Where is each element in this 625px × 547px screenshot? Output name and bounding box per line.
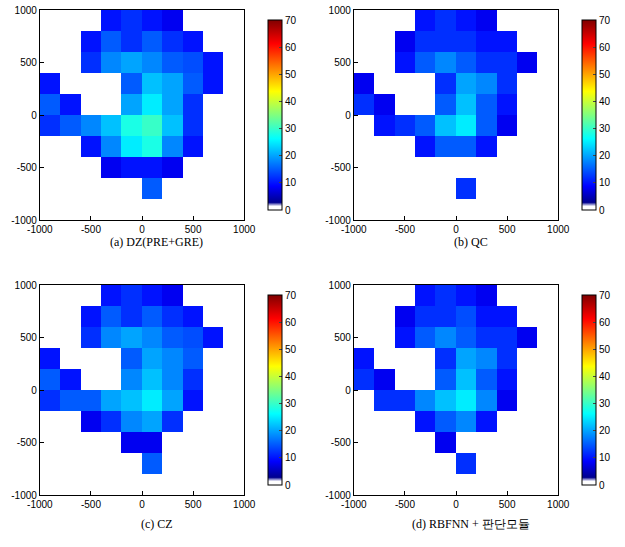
svg-text:500: 500 (499, 224, 516, 235)
svg-text:60: 60 (599, 42, 611, 53)
svg-text:40: 40 (599, 371, 611, 382)
svg-text:(a) DZ(PRE+GRE): (a) DZ(PRE+GRE) (110, 235, 203, 249)
svg-text:60: 60 (285, 42, 297, 53)
svg-text:20: 20 (599, 425, 611, 436)
svg-text:-1000: -1000 (11, 490, 37, 501)
svg-text:20: 20 (599, 150, 611, 161)
svg-text:500: 500 (185, 499, 202, 510)
svg-text:(b) QC: (b) QC (454, 235, 488, 249)
svg-text:50: 50 (599, 69, 611, 80)
svg-text:30: 30 (599, 398, 611, 409)
svg-text:0: 0 (31, 385, 37, 396)
svg-text:60: 60 (285, 317, 297, 328)
svg-text:0: 0 (139, 499, 145, 510)
svg-text:500: 500 (334, 332, 351, 343)
svg-text:-500: -500 (81, 224, 101, 235)
svg-text:0: 0 (139, 224, 145, 235)
svg-text:-500: -500 (17, 437, 37, 448)
svg-text:1000: 1000 (15, 280, 38, 291)
svg-text:1000: 1000 (233, 499, 256, 510)
svg-text:30: 30 (599, 123, 611, 134)
svg-text:-1000: -1000 (27, 224, 53, 235)
svg-text:-500: -500 (395, 499, 415, 510)
svg-text:0: 0 (285, 205, 291, 216)
svg-text:10: 10 (285, 177, 297, 188)
svg-text:(d) RBFNN + 판단모듈: (d) RBFNN + 판단모듈 (412, 517, 530, 531)
svg-text:0: 0 (599, 480, 605, 491)
svg-text:10: 10 (599, 452, 611, 463)
svg-text:40: 40 (599, 96, 611, 107)
svg-text:60: 60 (599, 317, 611, 328)
svg-text:-500: -500 (395, 224, 415, 235)
svg-text:1000: 1000 (15, 5, 38, 16)
svg-text:500: 500 (20, 332, 37, 343)
svg-text:(c) CZ: (c) CZ (141, 517, 173, 531)
svg-text:10: 10 (285, 452, 297, 463)
svg-text:50: 50 (285, 69, 297, 80)
svg-text:500: 500 (334, 57, 351, 68)
svg-text:1000: 1000 (547, 499, 570, 510)
svg-text:500: 500 (499, 499, 516, 510)
svg-text:0: 0 (285, 480, 291, 491)
svg-text:1000: 1000 (329, 280, 352, 291)
svg-text:-1000: -1000 (325, 490, 351, 501)
svg-text:0: 0 (453, 499, 459, 510)
svg-text:1000: 1000 (233, 224, 256, 235)
svg-text:20: 20 (285, 150, 297, 161)
svg-text:0: 0 (599, 205, 605, 216)
svg-text:0: 0 (31, 110, 37, 121)
svg-text:40: 40 (285, 96, 297, 107)
svg-text:30: 30 (285, 123, 297, 134)
svg-text:0: 0 (345, 110, 351, 121)
svg-text:0: 0 (345, 385, 351, 396)
svg-text:-1000: -1000 (27, 499, 53, 510)
svg-text:-1000: -1000 (11, 215, 37, 226)
svg-text:50: 50 (599, 344, 611, 355)
svg-text:-500: -500 (81, 499, 101, 510)
svg-text:500: 500 (185, 224, 202, 235)
svg-text:-1000: -1000 (325, 215, 351, 226)
svg-text:20: 20 (285, 425, 297, 436)
svg-text:50: 50 (285, 344, 297, 355)
svg-text:0: 0 (453, 224, 459, 235)
svg-text:-500: -500 (17, 162, 37, 173)
svg-text:500: 500 (20, 57, 37, 68)
svg-text:-500: -500 (331, 162, 351, 173)
svg-text:70: 70 (285, 15, 297, 26)
svg-text:-500: -500 (331, 437, 351, 448)
svg-text:-1000: -1000 (341, 224, 367, 235)
svg-text:-1000: -1000 (341, 499, 367, 510)
svg-text:30: 30 (285, 398, 297, 409)
svg-text:70: 70 (599, 290, 611, 301)
svg-text:70: 70 (285, 290, 297, 301)
svg-text:10: 10 (599, 177, 611, 188)
svg-text:40: 40 (285, 371, 297, 382)
svg-text:1000: 1000 (547, 224, 570, 235)
svg-text:1000: 1000 (329, 5, 352, 16)
svg-text:70: 70 (599, 15, 611, 26)
